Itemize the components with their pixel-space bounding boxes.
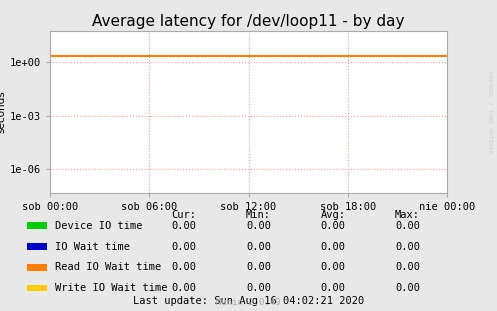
Text: 0.00: 0.00 [321, 262, 345, 272]
Text: Device IO time: Device IO time [55, 221, 142, 231]
Text: 0.00: 0.00 [171, 221, 196, 231]
Text: 0.00: 0.00 [321, 242, 345, 252]
Text: RRDTOOL / TOBI OETIKER: RRDTOOL / TOBI OETIKER [487, 71, 492, 153]
FancyBboxPatch shape [27, 222, 47, 229]
Text: 0.00: 0.00 [246, 242, 271, 252]
Text: 0.00: 0.00 [246, 283, 271, 293]
FancyBboxPatch shape [27, 285, 47, 291]
Text: 0.00: 0.00 [395, 221, 420, 231]
Text: Munin 2.0.49: Munin 2.0.49 [216, 298, 281, 307]
Text: Max:: Max: [395, 210, 420, 220]
Text: 0.00: 0.00 [395, 283, 420, 293]
Text: Min:: Min: [246, 210, 271, 220]
Text: 0.00: 0.00 [395, 242, 420, 252]
Text: 0.00: 0.00 [321, 283, 345, 293]
Text: Avg:: Avg: [321, 210, 345, 220]
FancyBboxPatch shape [27, 243, 47, 250]
Text: 0.00: 0.00 [171, 283, 196, 293]
Text: 0.00: 0.00 [321, 221, 345, 231]
Text: 0.00: 0.00 [246, 262, 271, 272]
Text: 0.00: 0.00 [171, 242, 196, 252]
Y-axis label: seconds: seconds [0, 91, 6, 133]
Text: Last update: Sun Aug 16 04:02:21 2020: Last update: Sun Aug 16 04:02:21 2020 [133, 296, 364, 306]
Text: 0.00: 0.00 [171, 262, 196, 272]
FancyBboxPatch shape [27, 264, 47, 271]
Text: 0.00: 0.00 [246, 221, 271, 231]
Text: IO Wait time: IO Wait time [55, 242, 130, 252]
Text: 0.00: 0.00 [395, 262, 420, 272]
Text: Cur:: Cur: [171, 210, 196, 220]
Text: Average latency for /dev/loop11 - by day: Average latency for /dev/loop11 - by day [92, 14, 405, 29]
Text: Write IO Wait time: Write IO Wait time [55, 283, 167, 293]
Text: Read IO Wait time: Read IO Wait time [55, 262, 161, 272]
